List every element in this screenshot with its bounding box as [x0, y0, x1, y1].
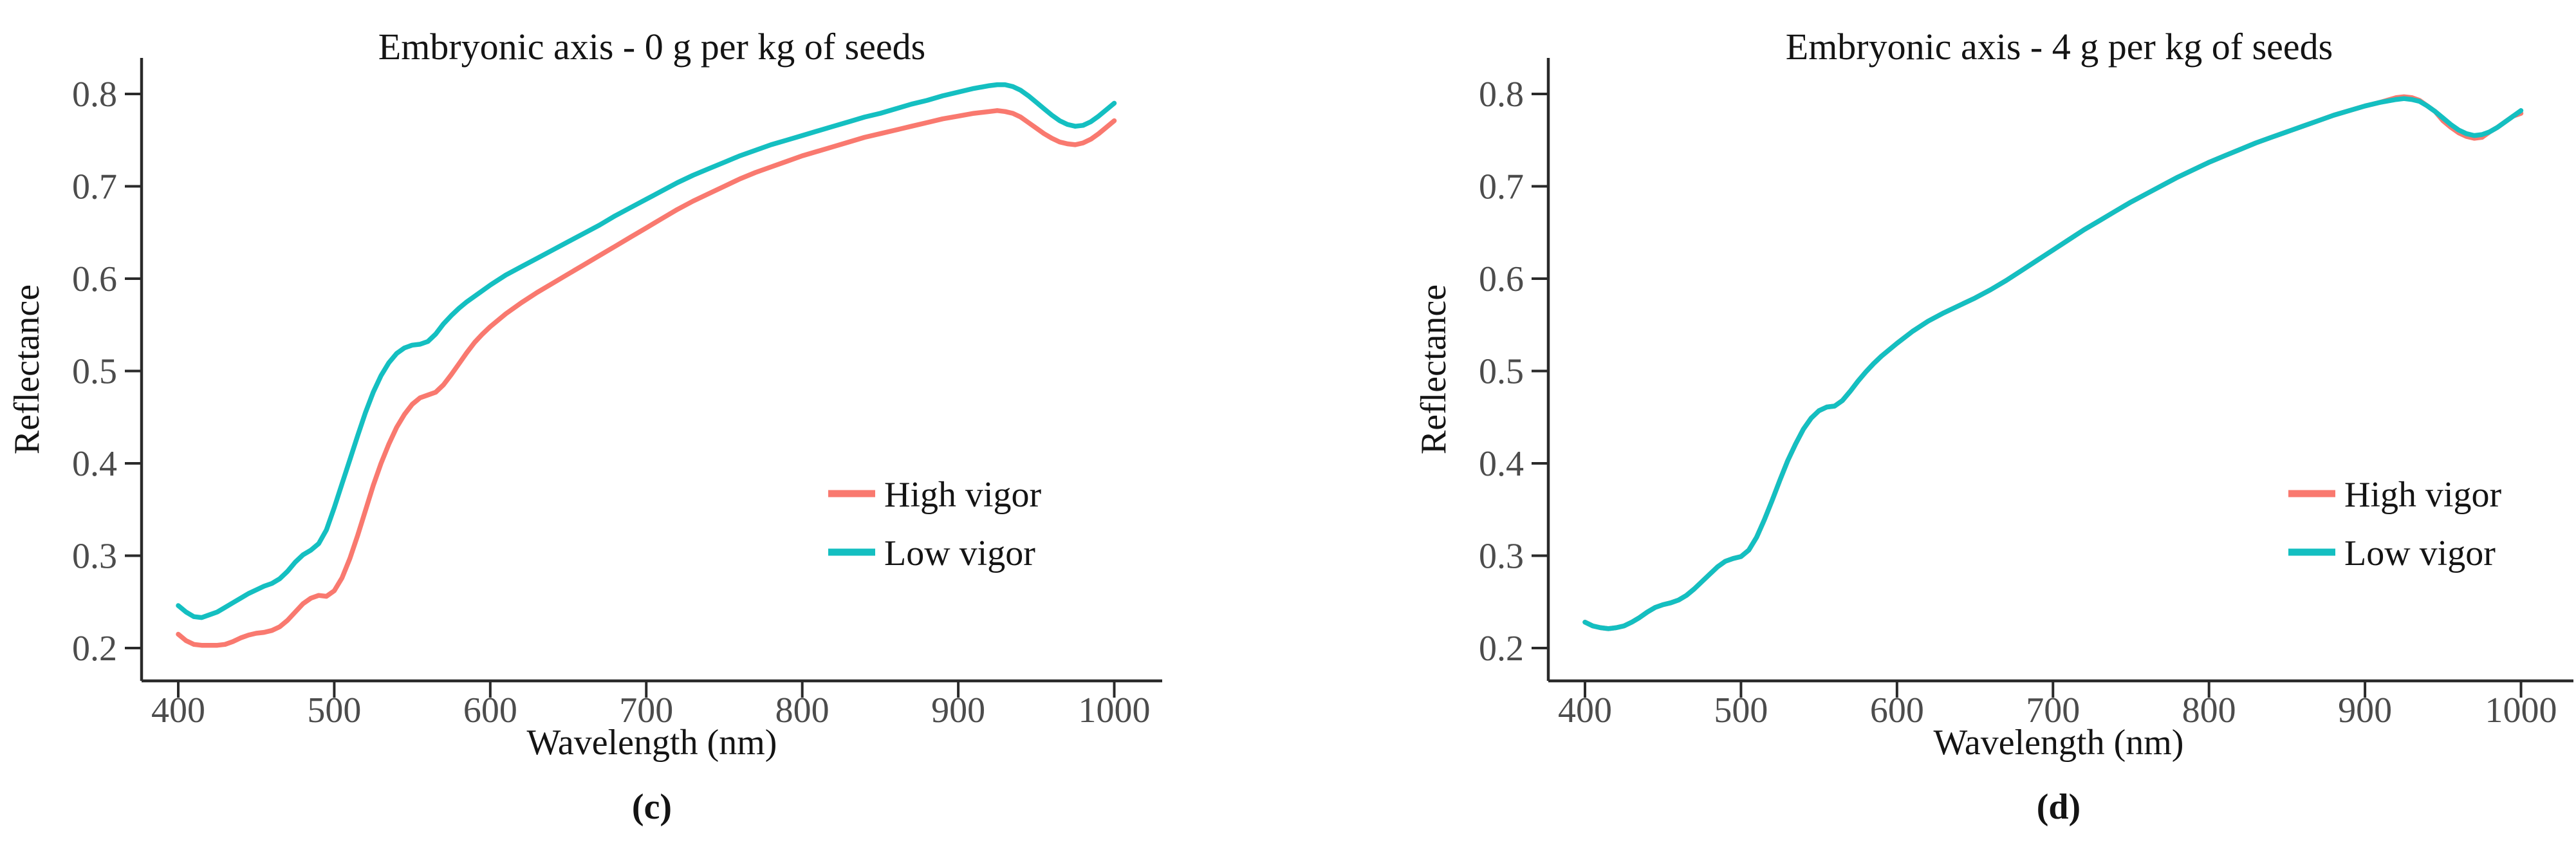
y-tick-label: 0.7 [72, 167, 117, 207]
chart-panel-c: Embryonic axis - 0 g per kg of seeds Ref… [7, 26, 1162, 827]
x-tick-label: 600 [1870, 691, 1924, 730]
y-tick-label: 0.3 [72, 537, 117, 577]
y-tick-label: 0.5 [1479, 352, 1524, 392]
series-curves-d [1582, 94, 2524, 631]
y-axis-label-c: Reflectance [7, 284, 47, 454]
y-axis-label-d: Reflectance [1414, 284, 1454, 454]
x-tick-label: 800 [775, 691, 829, 730]
x-tick-label: 1000 [2485, 691, 2557, 730]
chart-title-d: Embryonic axis - 4 g per kg of seeds [1786, 26, 2333, 68]
y-tick-label: 0.6 [1479, 259, 1524, 299]
x-tick-label: 400 [151, 691, 205, 730]
legend-c: High vigor Low vigor [828, 475, 1042, 573]
y-tick-label: 0.6 [72, 259, 117, 299]
x-axis-label-d: Wavelength (nm) [1934, 723, 2184, 763]
x-tick-label: 400 [1558, 691, 1612, 730]
chart-title-c: Embryonic axis - 0 g per kg of seeds [378, 26, 925, 68]
legend-label-high-vigor-d: High vigor [2344, 475, 2502, 515]
x-tick-label: 500 [1714, 691, 1768, 730]
legend-label-low-vigor-d: Low vigor [2344, 534, 2496, 573]
y-tick-label: 0.8 [1479, 75, 1524, 115]
legend-label-high-vigor-c: High vigor [884, 475, 1042, 515]
x-tick-label: 700 [619, 691, 673, 730]
legend-label-low-vigor-c: Low vigor [884, 534, 1035, 573]
axes-d: 400 500 600 700 800 900 1000 0.2 0.3 0.4 0.5 0.6 0.7… [1479, 58, 2573, 730]
y-tick-label: 0.4 [1479, 444, 1524, 484]
x-tick-label: 700 [2026, 691, 2080, 730]
x-tick-label: 500 [307, 691, 361, 730]
y-tick-label: 0.7 [1479, 167, 1524, 207]
series-curves-c [176, 82, 1117, 648]
x-tick-label: 900 [2338, 691, 2392, 730]
y-tick-label: 0.5 [72, 352, 117, 392]
x-tick-label: 900 [931, 691, 985, 730]
series-line-low-vigor [176, 82, 1117, 620]
series-line-low-vigor [1582, 96, 2524, 631]
x-tick-label: 800 [2182, 691, 2236, 730]
x-tick-label: 600 [463, 691, 517, 730]
y-tick-label: 0.8 [72, 75, 117, 115]
panel-letter-d: (d) [2037, 787, 2080, 827]
y-tick-label: 0.2 [72, 629, 117, 669]
axes-c: 400 500 600 700 800 900 1000 0.2 0.3 0.4 0.5 0.6 0.7… [72, 58, 1162, 730]
x-axis-label-c: Wavelength (nm) [527, 723, 777, 763]
y-tick-label: 0.3 [1479, 537, 1524, 577]
series-line-high-vigor [176, 108, 1117, 648]
x-tick-label: 1000 [1079, 691, 1151, 730]
legend-d: High vigor Low vigor [2288, 475, 2502, 573]
panel-letter-c: (c) [632, 787, 672, 827]
chart-panel-d: Embryonic axis - 4 g per kg of seeds Ref… [1414, 26, 2573, 827]
y-tick-label: 0.2 [1479, 629, 1524, 669]
y-tick-label: 0.4 [72, 444, 117, 484]
